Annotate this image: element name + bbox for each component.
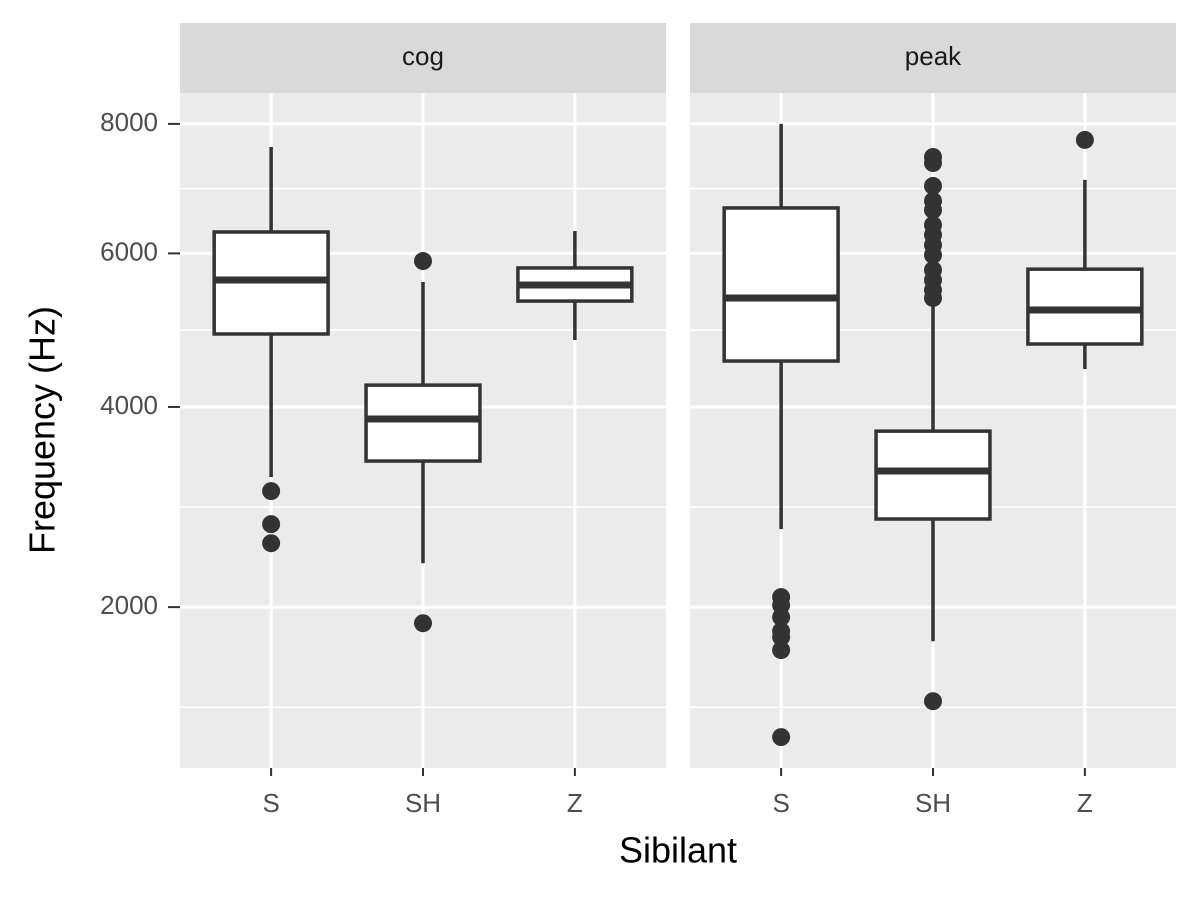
strip [180,23,666,93]
x-tick-label: Z [1077,788,1093,818]
x-tick-label: S [262,788,279,818]
y-tick-label: 4000 [100,390,158,420]
x-tick-label: S [772,788,789,818]
outlier [1075,130,1094,149]
y-axis-title: Frequency (Hz) [22,306,63,554]
strip-label: cog [402,41,444,71]
outlier [262,482,281,501]
outlier [414,614,432,633]
y-tick-label: 6000 [100,236,158,266]
outlier [772,728,791,747]
box [364,383,482,463]
strip [690,23,1176,93]
outlier [772,608,791,627]
box [874,429,992,521]
outlier [924,245,942,264]
box [722,206,840,363]
y-tick-label: 8000 [100,107,158,137]
outlier [414,252,432,271]
outlier [262,515,281,534]
x-axis-title: Sibilant [619,830,737,871]
outlier [924,176,942,195]
x-tick-label: SH [405,788,441,818]
strip-label: peak [905,41,962,71]
outlier [924,288,942,307]
outlier [772,641,791,660]
x-tick-label: Z [567,788,583,818]
outlier [924,200,942,219]
y-tick-label: 2000 [100,590,158,620]
x-tick-label: SH [915,788,951,818]
outlier [924,153,942,172]
outlier [262,534,281,553]
outlier [772,628,791,647]
outlier [924,692,942,711]
